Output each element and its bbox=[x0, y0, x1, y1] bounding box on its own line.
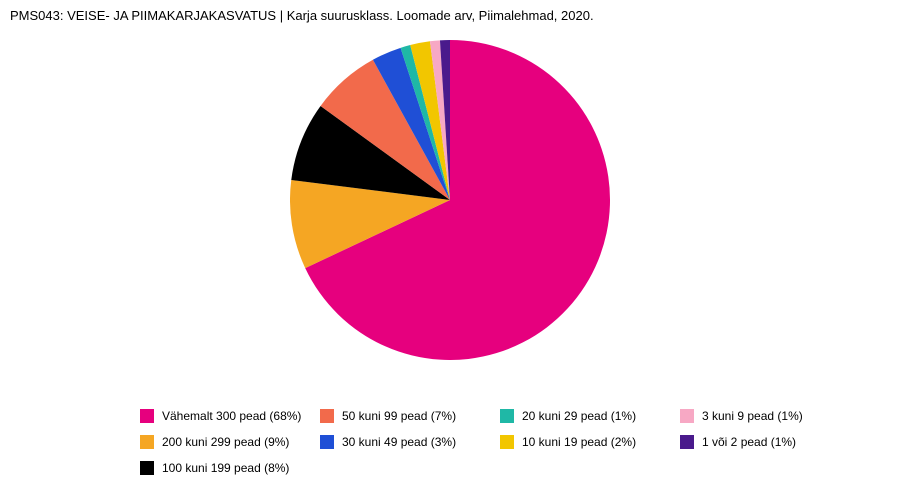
legend-label: 50 kuni 99 pead (7%) bbox=[342, 409, 456, 423]
legend-label: 10 kuni 19 pead (2%) bbox=[522, 435, 636, 449]
legend-swatch bbox=[140, 409, 154, 423]
pie-wrap bbox=[0, 40, 900, 360]
legend-swatch bbox=[680, 409, 694, 423]
legend: Vähemalt 300 pead (68%) 50 kuni 99 pead (… bbox=[140, 404, 860, 480]
legend-label: 3 kuni 9 pead (1%) bbox=[702, 409, 803, 423]
legend-swatch bbox=[320, 409, 334, 423]
legend-swatch bbox=[680, 435, 694, 449]
chart-title: PMS043: VEISE- JA PIIMAKARJAKASVATUS | K… bbox=[10, 8, 594, 23]
legend-label: 1 või 2 pead (1%) bbox=[702, 435, 796, 449]
pie-chart bbox=[290, 40, 610, 360]
legend-swatch bbox=[500, 409, 514, 423]
legend-swatch bbox=[500, 435, 514, 449]
legend-item: 3 kuni 9 pead (1%) bbox=[680, 404, 860, 428]
legend-swatch bbox=[140, 435, 154, 449]
legend-label: 30 kuni 49 pead (3%) bbox=[342, 435, 456, 449]
legend-item: 20 kuni 29 pead (1%) bbox=[500, 404, 680, 428]
legend-item: 1 või 2 pead (1%) bbox=[680, 430, 860, 454]
legend-item: 50 kuni 99 pead (7%) bbox=[320, 404, 500, 428]
legend-item: 30 kuni 49 pead (3%) bbox=[320, 430, 500, 454]
legend-label: 100 kuni 199 pead (8%) bbox=[162, 461, 289, 475]
legend-swatch bbox=[320, 435, 334, 449]
legend-item: 10 kuni 19 pead (2%) bbox=[500, 430, 680, 454]
legend-swatch bbox=[140, 461, 154, 475]
legend-label: 200 kuni 299 pead (9%) bbox=[162, 435, 289, 449]
legend-item: 200 kuni 299 pead (9%) bbox=[140, 430, 320, 454]
legend-item: Vähemalt 300 pead (68%) bbox=[140, 404, 320, 428]
legend-item: 100 kuni 199 pead (8%) bbox=[140, 456, 320, 480]
chart-container: PMS043: VEISE- JA PIIMAKARJAKASVATUS | K… bbox=[0, 0, 900, 500]
legend-label: 20 kuni 29 pead (1%) bbox=[522, 409, 636, 423]
legend-label: Vähemalt 300 pead (68%) bbox=[162, 409, 301, 423]
